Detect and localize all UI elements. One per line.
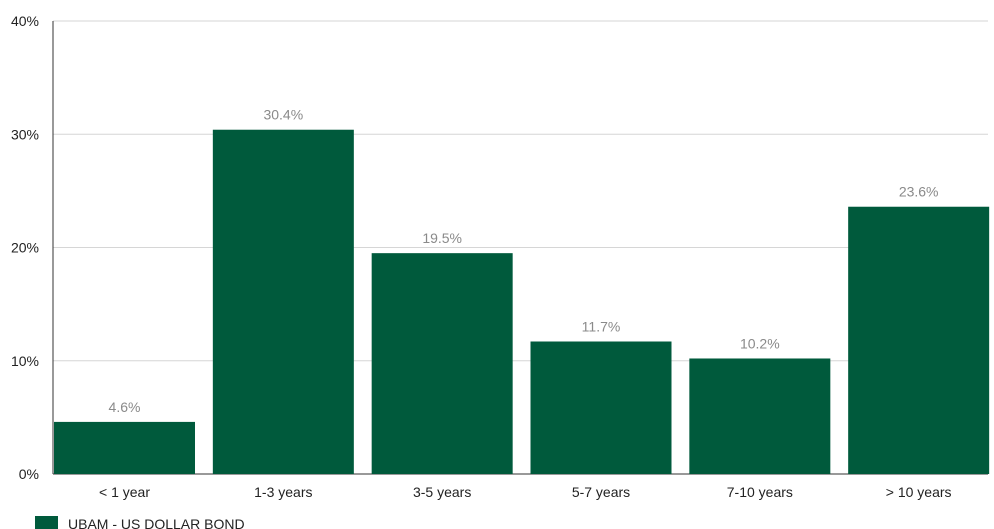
- data-label: 23.6%: [899, 184, 939, 200]
- x-category-label: 5-7 years: [572, 484, 630, 500]
- data-labels: 4.6% 30.4% 19.5% 11.7% 10.2% 23.6%: [109, 107, 939, 415]
- y-tick-label: 30%: [11, 126, 39, 142]
- bar-3: [371, 253, 513, 474]
- bar-2: [212, 129, 354, 474]
- y-tick-label: 10%: [11, 353, 39, 369]
- y-tick-label: 20%: [11, 240, 39, 256]
- data-label: 4.6%: [109, 399, 141, 415]
- bar-6: [848, 206, 990, 475]
- x-category-label: 3-5 years: [413, 484, 471, 500]
- legend-swatch: [35, 516, 58, 529]
- data-label: 10.2%: [740, 335, 780, 351]
- y-tick-label: 40%: [11, 13, 39, 29]
- bars: [54, 129, 990, 475]
- x-category-label: 7-10 years: [727, 484, 793, 500]
- x-category-label: 1-3 years: [254, 484, 312, 500]
- bar-5: [689, 358, 831, 474]
- grid-lines: [53, 20, 988, 475]
- bar-4: [530, 341, 672, 474]
- data-label: 19.5%: [422, 230, 462, 246]
- bar-1: [54, 421, 195, 474]
- y-axis-tick-labels: 0% 10% 20% 30% 40%: [11, 13, 39, 482]
- legend: UBAM - US DOLLAR BOND: [35, 516, 245, 529]
- legend-label: UBAM - US DOLLAR BOND: [68, 516, 245, 529]
- x-category-label: > 10 years: [886, 484, 952, 500]
- data-label: 11.7%: [582, 318, 621, 334]
- data-label: 30.4%: [263, 107, 303, 123]
- y-tick-label: 0%: [19, 466, 39, 482]
- x-axis-category-labels: < 1 year 1-3 years 3-5 years 5-7 years 7-10 …: [99, 484, 952, 500]
- x-category-label: < 1 year: [99, 484, 150, 500]
